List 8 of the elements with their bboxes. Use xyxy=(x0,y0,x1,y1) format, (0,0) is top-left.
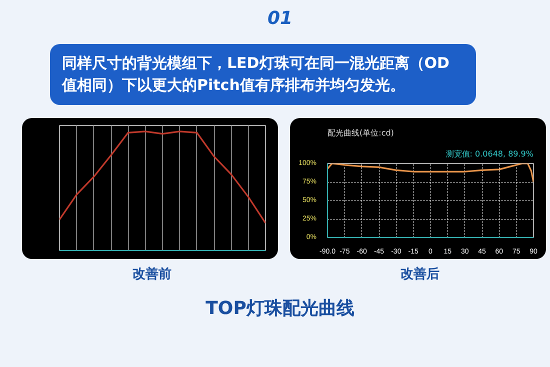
text: TOP灯珠配光曲线 xyxy=(206,297,354,322)
x-axis-title: 改善前 xyxy=(132,266,172,284)
chart-subtitle: 测宽值: 0.0648, 89.9% xyxy=(446,149,534,158)
text: 01 xyxy=(267,7,293,31)
chart-title: 配光曲线(单位:cd) xyxy=(328,128,394,138)
x-axis-title: 改善后 xyxy=(400,266,440,284)
text: 同样尺寸的背光模组下，LED灯珠可在同一混光距离（OD值相同）下以更大的Pitch值有序排布并均匀发光。 xyxy=(62,52,450,96)
line-series xyxy=(328,163,534,183)
